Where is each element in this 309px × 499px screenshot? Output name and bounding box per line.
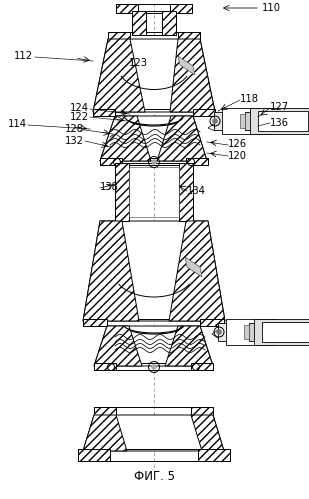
Bar: [162, 11, 176, 35]
Polygon shape: [94, 326, 142, 366]
Bar: [193, 109, 215, 116]
Polygon shape: [191, 415, 224, 451]
Bar: [100, 158, 208, 165]
Circle shape: [217, 329, 222, 334]
Polygon shape: [212, 329, 219, 339]
Circle shape: [213, 118, 218, 123]
Bar: [200, 319, 224, 326]
Bar: [226, 319, 276, 345]
Bar: [132, 11, 146, 35]
Bar: [244, 325, 249, 339]
Text: 136: 136: [270, 118, 289, 128]
Polygon shape: [165, 326, 213, 366]
Text: 120: 120: [228, 151, 247, 161]
Bar: [170, 4, 192, 13]
Circle shape: [151, 364, 156, 369]
Circle shape: [151, 160, 156, 165]
Polygon shape: [100, 116, 207, 161]
Text: 128: 128: [65, 124, 84, 134]
Bar: [250, 108, 309, 134]
Bar: [93, 109, 115, 116]
Bar: [116, 4, 192, 13]
Bar: [94, 363, 116, 370]
Polygon shape: [83, 221, 139, 321]
Polygon shape: [157, 116, 207, 161]
Bar: [108, 32, 200, 39]
Polygon shape: [94, 326, 213, 366]
Text: 123: 123: [129, 58, 147, 68]
Bar: [78, 449, 110, 461]
Text: 118: 118: [240, 94, 259, 104]
Polygon shape: [93, 39, 145, 112]
Bar: [179, 163, 193, 221]
Bar: [83, 319, 224, 326]
Polygon shape: [178, 56, 195, 75]
Polygon shape: [208, 123, 215, 131]
Text: 122: 122: [70, 112, 89, 122]
Polygon shape: [93, 39, 215, 112]
Bar: [178, 32, 200, 39]
Bar: [262, 322, 309, 342]
Bar: [108, 32, 130, 39]
Text: ФИГ. 5: ФИГ. 5: [133, 471, 175, 484]
Polygon shape: [185, 257, 202, 277]
Text: 138: 138: [100, 182, 119, 192]
Text: 134: 134: [187, 186, 206, 196]
Bar: [83, 319, 107, 326]
Bar: [191, 363, 213, 370]
Bar: [115, 163, 129, 221]
Polygon shape: [83, 221, 225, 321]
Polygon shape: [170, 39, 215, 112]
Polygon shape: [169, 221, 225, 321]
Text: 126: 126: [228, 139, 247, 149]
Bar: [186, 158, 208, 165]
Bar: [198, 449, 230, 461]
Bar: [214, 112, 279, 130]
Bar: [94, 407, 116, 415]
Bar: [258, 111, 308, 131]
Bar: [100, 158, 122, 165]
Bar: [132, 11, 176, 35]
Bar: [115, 163, 193, 221]
Bar: [116, 4, 138, 13]
Text: 132: 132: [65, 136, 84, 146]
Text: 112: 112: [14, 51, 33, 61]
Polygon shape: [100, 116, 151, 161]
Bar: [240, 114, 245, 128]
Text: 114: 114: [8, 119, 27, 129]
Bar: [245, 112, 280, 130]
Bar: [94, 363, 213, 370]
Text: 127: 127: [270, 102, 289, 112]
Bar: [254, 319, 309, 345]
Polygon shape: [83, 415, 224, 451]
Bar: [218, 323, 283, 341]
Bar: [129, 167, 179, 217]
Bar: [249, 323, 284, 341]
Polygon shape: [83, 415, 127, 451]
Text: 110: 110: [262, 3, 281, 13]
Bar: [222, 108, 272, 134]
Bar: [191, 407, 213, 415]
Text: 124: 124: [70, 103, 89, 113]
Bar: [93, 109, 215, 116]
Bar: [94, 407, 213, 415]
Bar: [78, 449, 230, 461]
